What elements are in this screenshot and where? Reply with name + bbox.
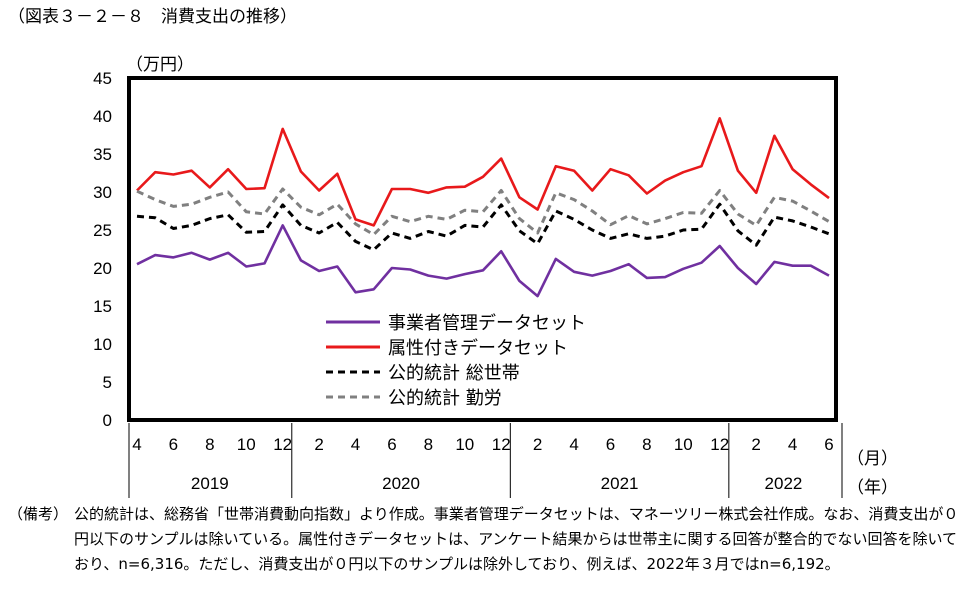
series-lines: [136, 117, 830, 298]
x-tick-label: 10: [237, 435, 256, 454]
y-tick-label: 25: [93, 221, 112, 240]
x-axis-year-label: （年）: [847, 478, 898, 498]
legend-label: 事業者管理データセット: [388, 313, 586, 334]
y-tick-label: 5: [103, 373, 112, 392]
x-tick-label: 12: [710, 435, 729, 454]
x-tick-label: 2: [751, 435, 760, 454]
x-tick-label: 6: [606, 435, 615, 454]
figure-title: （図表３－２－８ 消費支出の推移）: [8, 7, 297, 27]
series-line-0: [136, 224, 830, 298]
x-tick-label: 8: [642, 435, 651, 454]
x-tick-label: 8: [424, 435, 433, 454]
x-tick-label: 6: [169, 435, 178, 454]
series-line-1: [136, 117, 830, 227]
y-tick-label: 30: [93, 183, 112, 202]
y-tick-label: 35: [93, 145, 112, 164]
series-line-2: [136, 202, 830, 252]
x-tick-label: 10: [674, 435, 693, 454]
x-tick-label: 4: [788, 435, 797, 454]
y-tick-label: 20: [93, 259, 112, 278]
x-tick-label: 2: [533, 435, 542, 454]
note-text: 公的統計は、総務省「世帯消費動向指数」より作成。事業者管理データセットは、マネー…: [74, 505, 959, 573]
x-tick-label: 8: [205, 435, 214, 454]
note: （備考） 公的統計は、総務省「世帯消費動向指数」より作成。事業者管理データセット…: [8, 502, 970, 577]
legend-label: 属性付きデータセット: [388, 338, 568, 359]
x-tick-label: 12: [492, 435, 511, 454]
year-label: 2022: [765, 474, 803, 493]
x-tick-label: 4: [132, 435, 141, 454]
year-label: 2019: [191, 474, 229, 493]
x-tick-label: 2: [314, 435, 323, 454]
x-axis: 4 6 8 10 12 2 4 6 8 10 12 2 4 6 8 10 12 2 4 6 2019 2020 2021 20…: [128, 423, 843, 498]
x-tick-label: 4: [569, 435, 578, 454]
y-tick-label: 10: [93, 335, 112, 354]
x-tick-label: 6: [387, 435, 396, 454]
x-axis-month-label: （月）: [847, 449, 898, 469]
year-label: 2021: [601, 474, 639, 493]
x-tick-label: 12: [273, 435, 292, 454]
y-tick-label: 0: [103, 411, 112, 430]
legend-label: 公的統計 総世帯: [388, 363, 520, 384]
y-tick-label: 40: [93, 107, 112, 126]
y-tick-label: 45: [93, 69, 112, 88]
note-label: （備考）: [8, 505, 69, 523]
x-tick-label: 10: [455, 435, 474, 454]
y-axis-label: （万円）: [126, 55, 194, 75]
year-label: 2020: [382, 474, 420, 493]
y-axis-ticks: 0 5 10 15 20 25 30 35 40 45: [93, 69, 112, 430]
legend-label: 公的統計 勤労: [388, 388, 502, 409]
y-tick-label: 15: [93, 297, 112, 316]
line-chart: （万円） 0 5 10 15 20 25 30 35 40 45 事業者管理データセット属性付きデ…: [93, 55, 898, 498]
x-tick-label: 4: [351, 435, 360, 454]
x-tick-label: 6: [824, 435, 833, 454]
